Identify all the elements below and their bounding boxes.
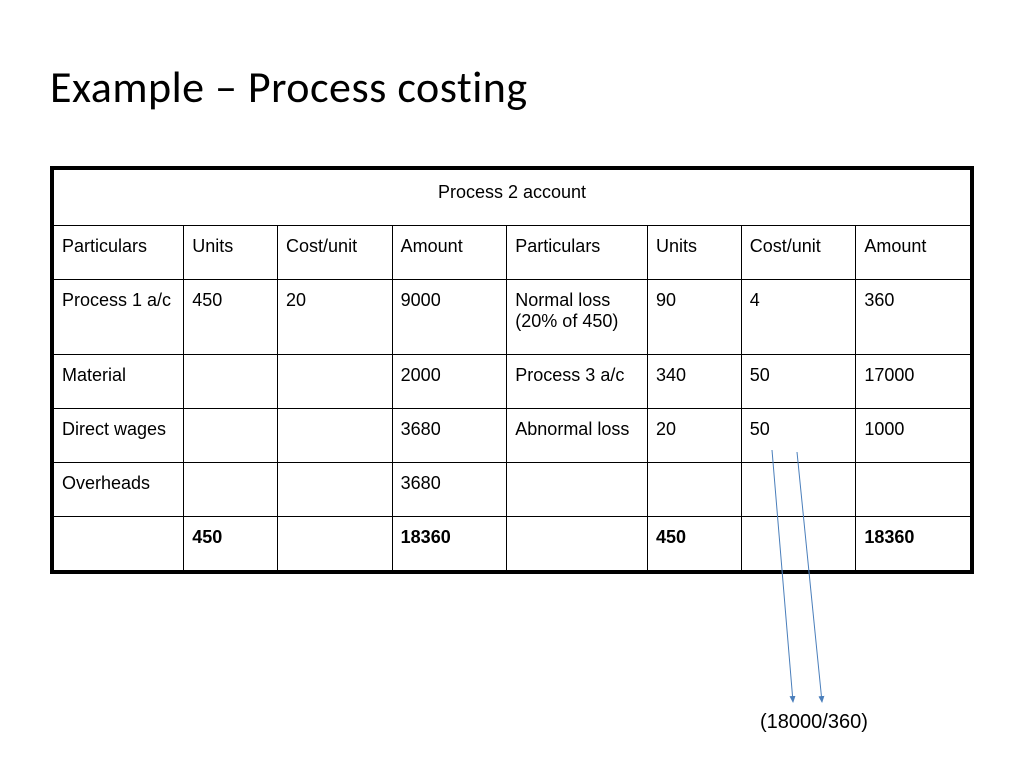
table-cell: Abnormal loss	[507, 409, 648, 463]
table-cell	[856, 463, 971, 517]
table-row: Direct wages 3680Abnormal loss20501000	[54, 409, 971, 463]
total-cell: 18360	[392, 517, 507, 571]
table-cell: Overheads	[54, 463, 184, 517]
table-cell	[184, 463, 278, 517]
table-cell: 20	[278, 280, 393, 355]
table-row: Material 2000Process 3 a/c3405017000	[54, 355, 971, 409]
table-cell: 50	[741, 409, 856, 463]
table-row: Process 1 a/c450209000Normal loss (20% o…	[54, 280, 971, 355]
table-cell: 9000	[392, 280, 507, 355]
column-header: Cost/unit	[741, 226, 856, 280]
column-header: Amount	[856, 226, 971, 280]
table-cell: Material	[54, 355, 184, 409]
table-cell: 17000	[856, 355, 971, 409]
table-cell: 2000	[392, 355, 507, 409]
table-cell	[278, 355, 393, 409]
column-header: Amount	[392, 226, 507, 280]
column-header: Units	[184, 226, 278, 280]
table-cell	[278, 463, 393, 517]
table-cell	[184, 355, 278, 409]
table-cell: Process 3 a/c	[507, 355, 648, 409]
column-header: Units	[647, 226, 741, 280]
slide-title: Example – Process costing	[50, 60, 528, 114]
table-cell	[507, 463, 648, 517]
total-cell: 18360	[856, 517, 971, 571]
table-cell: 50	[741, 355, 856, 409]
table-cell: 4	[741, 280, 856, 355]
table-cell: 3680	[392, 463, 507, 517]
total-cell: 450	[647, 517, 741, 571]
table-cell: 450	[184, 280, 278, 355]
total-cell	[741, 517, 856, 571]
column-header: Particulars	[507, 226, 648, 280]
table-caption: Process 2 account	[54, 170, 971, 226]
table-cell	[278, 409, 393, 463]
table-cell: Direct wages	[54, 409, 184, 463]
table-row: Overheads 3680	[54, 463, 971, 517]
table-cell: 1000	[856, 409, 971, 463]
process-account-table: Process 2 accountParticularsUnitsCost/un…	[50, 166, 974, 574]
table-cell: 3680	[392, 409, 507, 463]
total-cell: 450	[184, 517, 278, 571]
column-header: Cost/unit	[278, 226, 393, 280]
totals-row: 450 18360 450 18360	[54, 517, 971, 571]
table-cell	[647, 463, 741, 517]
table-cell	[184, 409, 278, 463]
total-cell	[507, 517, 648, 571]
table-cell	[741, 463, 856, 517]
column-header: Particulars	[54, 226, 184, 280]
total-cell	[278, 517, 393, 571]
table-cell: Process 1 a/c	[54, 280, 184, 355]
table-cell: Normal loss (20% of 450)	[507, 280, 648, 355]
table-cell: 20	[647, 409, 741, 463]
footnote-calculation: (18000/360)	[760, 711, 868, 734]
total-cell	[54, 517, 184, 571]
table-cell: 90	[647, 280, 741, 355]
table-cell: 360	[856, 280, 971, 355]
table-cell: 340	[647, 355, 741, 409]
